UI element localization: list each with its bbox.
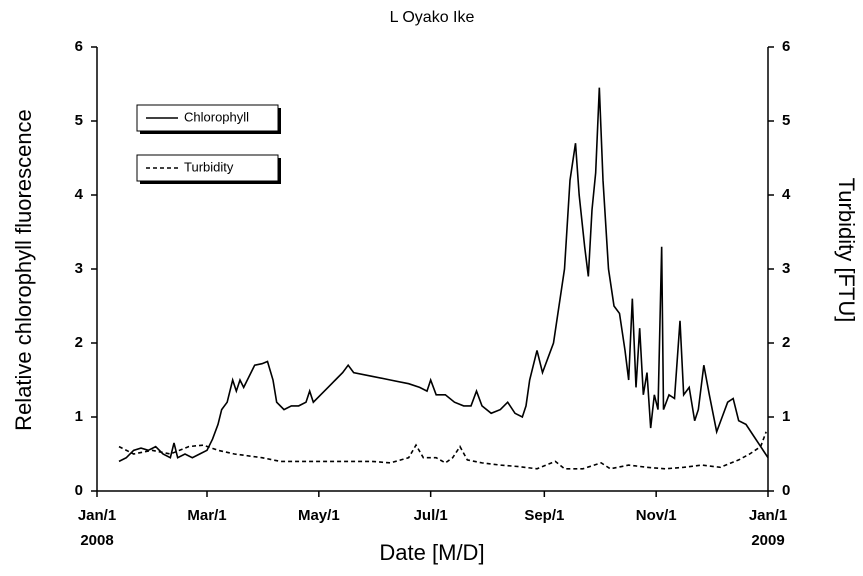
line-series (118, 87, 769, 463)
legend-box (136, 154, 279, 182)
x-tick-label: May/1 (298, 507, 340, 524)
y2-tick-label: 6 (782, 38, 790, 55)
y-tick-label: 6 (75, 38, 83, 55)
legend-label: Turbidity (184, 159, 234, 174)
y2-tick-label: 0 (782, 482, 790, 499)
x-axis-title: Date [M/D] (379, 540, 484, 565)
x-tick-label: Sep/1 (524, 507, 564, 524)
x-tick-label: Jul/1 (414, 507, 448, 524)
y-tick-label: 2 (75, 334, 83, 351)
y2-axis-title: Turbidity [FTU] (834, 178, 859, 323)
y2-tick-label: 4 (782, 186, 791, 203)
x-tick-label: Jan/1 (78, 507, 116, 524)
year-label: 2009 (751, 532, 784, 549)
y2-tick-label: 3 (782, 260, 790, 277)
x-tick-label: Mar/1 (187, 507, 226, 524)
y2-tick-label: 1 (782, 408, 790, 425)
y-tick-label: 1 (75, 408, 83, 425)
chart-title: L Oyako Ike (390, 9, 475, 26)
x-tick-label: Jan/1 (749, 507, 787, 524)
y-tick-label: 0 (75, 482, 83, 499)
year-label: 2008 (80, 532, 113, 549)
y-tick-label: 4 (75, 186, 84, 203)
y-axis-title: Relative chlorophyll fluorescence (11, 109, 36, 431)
y2-tick-label: 5 (782, 112, 790, 129)
legend-label: Chlorophyll (184, 109, 249, 124)
x-tick-label: Nov/1 (636, 507, 677, 524)
y2-tick-label: 2 (782, 334, 790, 351)
y-tick-label: 5 (75, 112, 83, 129)
y-tick-label: 3 (75, 260, 83, 277)
line-series (118, 431, 767, 470)
